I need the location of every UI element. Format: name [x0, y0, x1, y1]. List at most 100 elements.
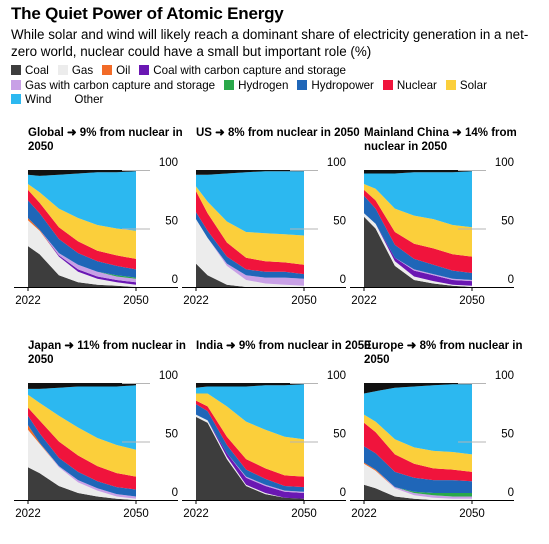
chart-panel: Mainland China ➜ 14% from nuclear in 2050… [350, 127, 517, 307]
x-tick-label: 2050 [291, 295, 317, 307]
area-wind [28, 385, 136, 450]
legend-label: Nuclear [396, 78, 437, 92]
area-hydropower [28, 200, 136, 278]
area-hydropower [364, 195, 472, 280]
chart-panel: Europe ➜ 8% from nuclear in 2050 100 50 0 202… [350, 340, 523, 520]
y-tick-label: 100 [159, 370, 178, 382]
area-other [28, 170, 136, 176]
legend-label: Solar [459, 78, 487, 92]
legend-label: Hydropower [311, 78, 374, 92]
area-other [196, 170, 304, 175]
area-wind [364, 384, 472, 455]
area-wind [196, 384, 304, 440]
y-tick-label: 100 [495, 157, 514, 169]
area-nuclear [196, 400, 304, 488]
x-tick-label: 2022 [351, 508, 377, 520]
panel-title: India ➜ 9% from nuclear in 2050 [196, 340, 371, 352]
area-wind [28, 171, 136, 231]
area-coal-with-carbon-capture-and-storage [196, 414, 304, 499]
area-solar [364, 414, 472, 472]
legend-swatch [57, 65, 68, 75]
area-gas-with-carbon-capture-and-storage [196, 219, 304, 286]
y-tick-label: 0 [508, 487, 514, 499]
legend: Coal Gas Oil Coal with carbon capture and s… [11, 64, 539, 108]
area-nuclear [28, 189, 136, 270]
area-solar [196, 393, 304, 477]
y-tick-label: 50 [165, 429, 178, 441]
legend-item-gas: Gas [57, 64, 94, 79]
x-tick-label: 2022 [15, 508, 41, 520]
area-solar [196, 186, 304, 265]
x-tick-label: 2050 [291, 508, 317, 520]
legend-swatch [297, 79, 308, 90]
legend-item-coal: Coal [11, 64, 49, 79]
area-hydropower [364, 446, 472, 493]
area-solar [28, 394, 136, 477]
legend-label: Gas with carbon capture and storage [25, 78, 216, 92]
legend-label: Coal [25, 64, 49, 77]
area-coal-with-carbon-capture-and-storage [28, 218, 136, 285]
area-gas-with-carbon-capture-and-storage [28, 218, 136, 283]
legend-swatch [139, 65, 150, 75]
area-other [28, 383, 136, 389]
chart-panel: Japan ➜ 11% from nuclear in 2050 100 50 0 202… [14, 340, 186, 520]
y-tick-label: 0 [172, 274, 178, 286]
legend-item-wind: Wind [11, 93, 51, 108]
y-tick-label: 0 [340, 487, 346, 499]
area-solar [28, 184, 136, 259]
legend-item-oil: Oil [102, 64, 130, 79]
legend-item-gas-with-carbon-capture-and-storage: Gas with carbon capture and storage [11, 79, 215, 94]
y-tick-label: 50 [501, 429, 514, 441]
area-gas [28, 220, 136, 287]
legend-label: Coal with carbon capture and storage [153, 64, 346, 77]
y-tick-label: 50 [501, 216, 514, 228]
area-gas [196, 219, 304, 287]
legend-swatch [102, 65, 113, 75]
x-tick-label: 2050 [459, 508, 485, 520]
legend-item-coal-with-carbon-capture-and-storage: Coal with carbon capture and storage [139, 64, 346, 79]
area-coal [364, 216, 472, 287]
legend-label: Hydrogen [238, 78, 289, 92]
area-nuclear [364, 189, 472, 273]
y-tick-label: 100 [327, 370, 346, 382]
chart-title: The Quiet Power of Atomic Energy [11, 4, 284, 23]
legend-label: Wind [25, 93, 52, 106]
x-tick-label: 2022 [351, 295, 377, 307]
legend-item-solar: Solar [445, 78, 487, 94]
area-other [364, 383, 472, 394]
chart-panel: Global ➜ 9% from nuclear in 2050 100 50 0 202… [14, 127, 183, 307]
legend-swatch [11, 94, 21, 104]
x-tick-label: 2022 [183, 295, 209, 307]
area-other [196, 383, 304, 388]
area-nuclear [196, 191, 304, 275]
area-coal [196, 416, 304, 500]
area-solar [364, 184, 472, 257]
legend-item-nuclear: Nuclear [382, 78, 437, 94]
legend-label: Gas [71, 64, 94, 77]
legend-label: Other [74, 93, 104, 106]
area-gas [364, 463, 472, 500]
y-tick-label: 0 [508, 274, 514, 286]
x-tick-label: 2050 [459, 295, 485, 307]
legend-item-hydropower: Hydropower [297, 79, 374, 94]
panel-title: Mainland China ➜ 14% from nuclear in 2050 [364, 127, 517, 153]
legend-swatch [11, 79, 21, 90]
panel-title: US ➜ 8% from nuclear in 2050 [196, 127, 360, 139]
area-coal [28, 467, 136, 500]
panel-title: Global ➜ 9% from nuclear in 2050 [28, 127, 183, 153]
legend-swatch [445, 79, 456, 90]
area-nuclear [364, 422, 472, 482]
x-tick-label: 2050 [123, 508, 149, 520]
area-gas [28, 429, 136, 500]
area-wind [196, 171, 304, 236]
area-other [364, 170, 472, 174]
area-nuclear [28, 407, 136, 490]
y-tick-label: 50 [333, 429, 346, 441]
x-tick-label: 2022 [15, 295, 41, 307]
area-hydrogen [364, 462, 472, 497]
y-tick-label: 0 [340, 274, 346, 286]
panel-title: Japan ➜ 11% from nuclear in 2050 [28, 340, 186, 366]
y-tick-label: 100 [159, 157, 178, 169]
y-tick-label: 50 [333, 216, 346, 228]
